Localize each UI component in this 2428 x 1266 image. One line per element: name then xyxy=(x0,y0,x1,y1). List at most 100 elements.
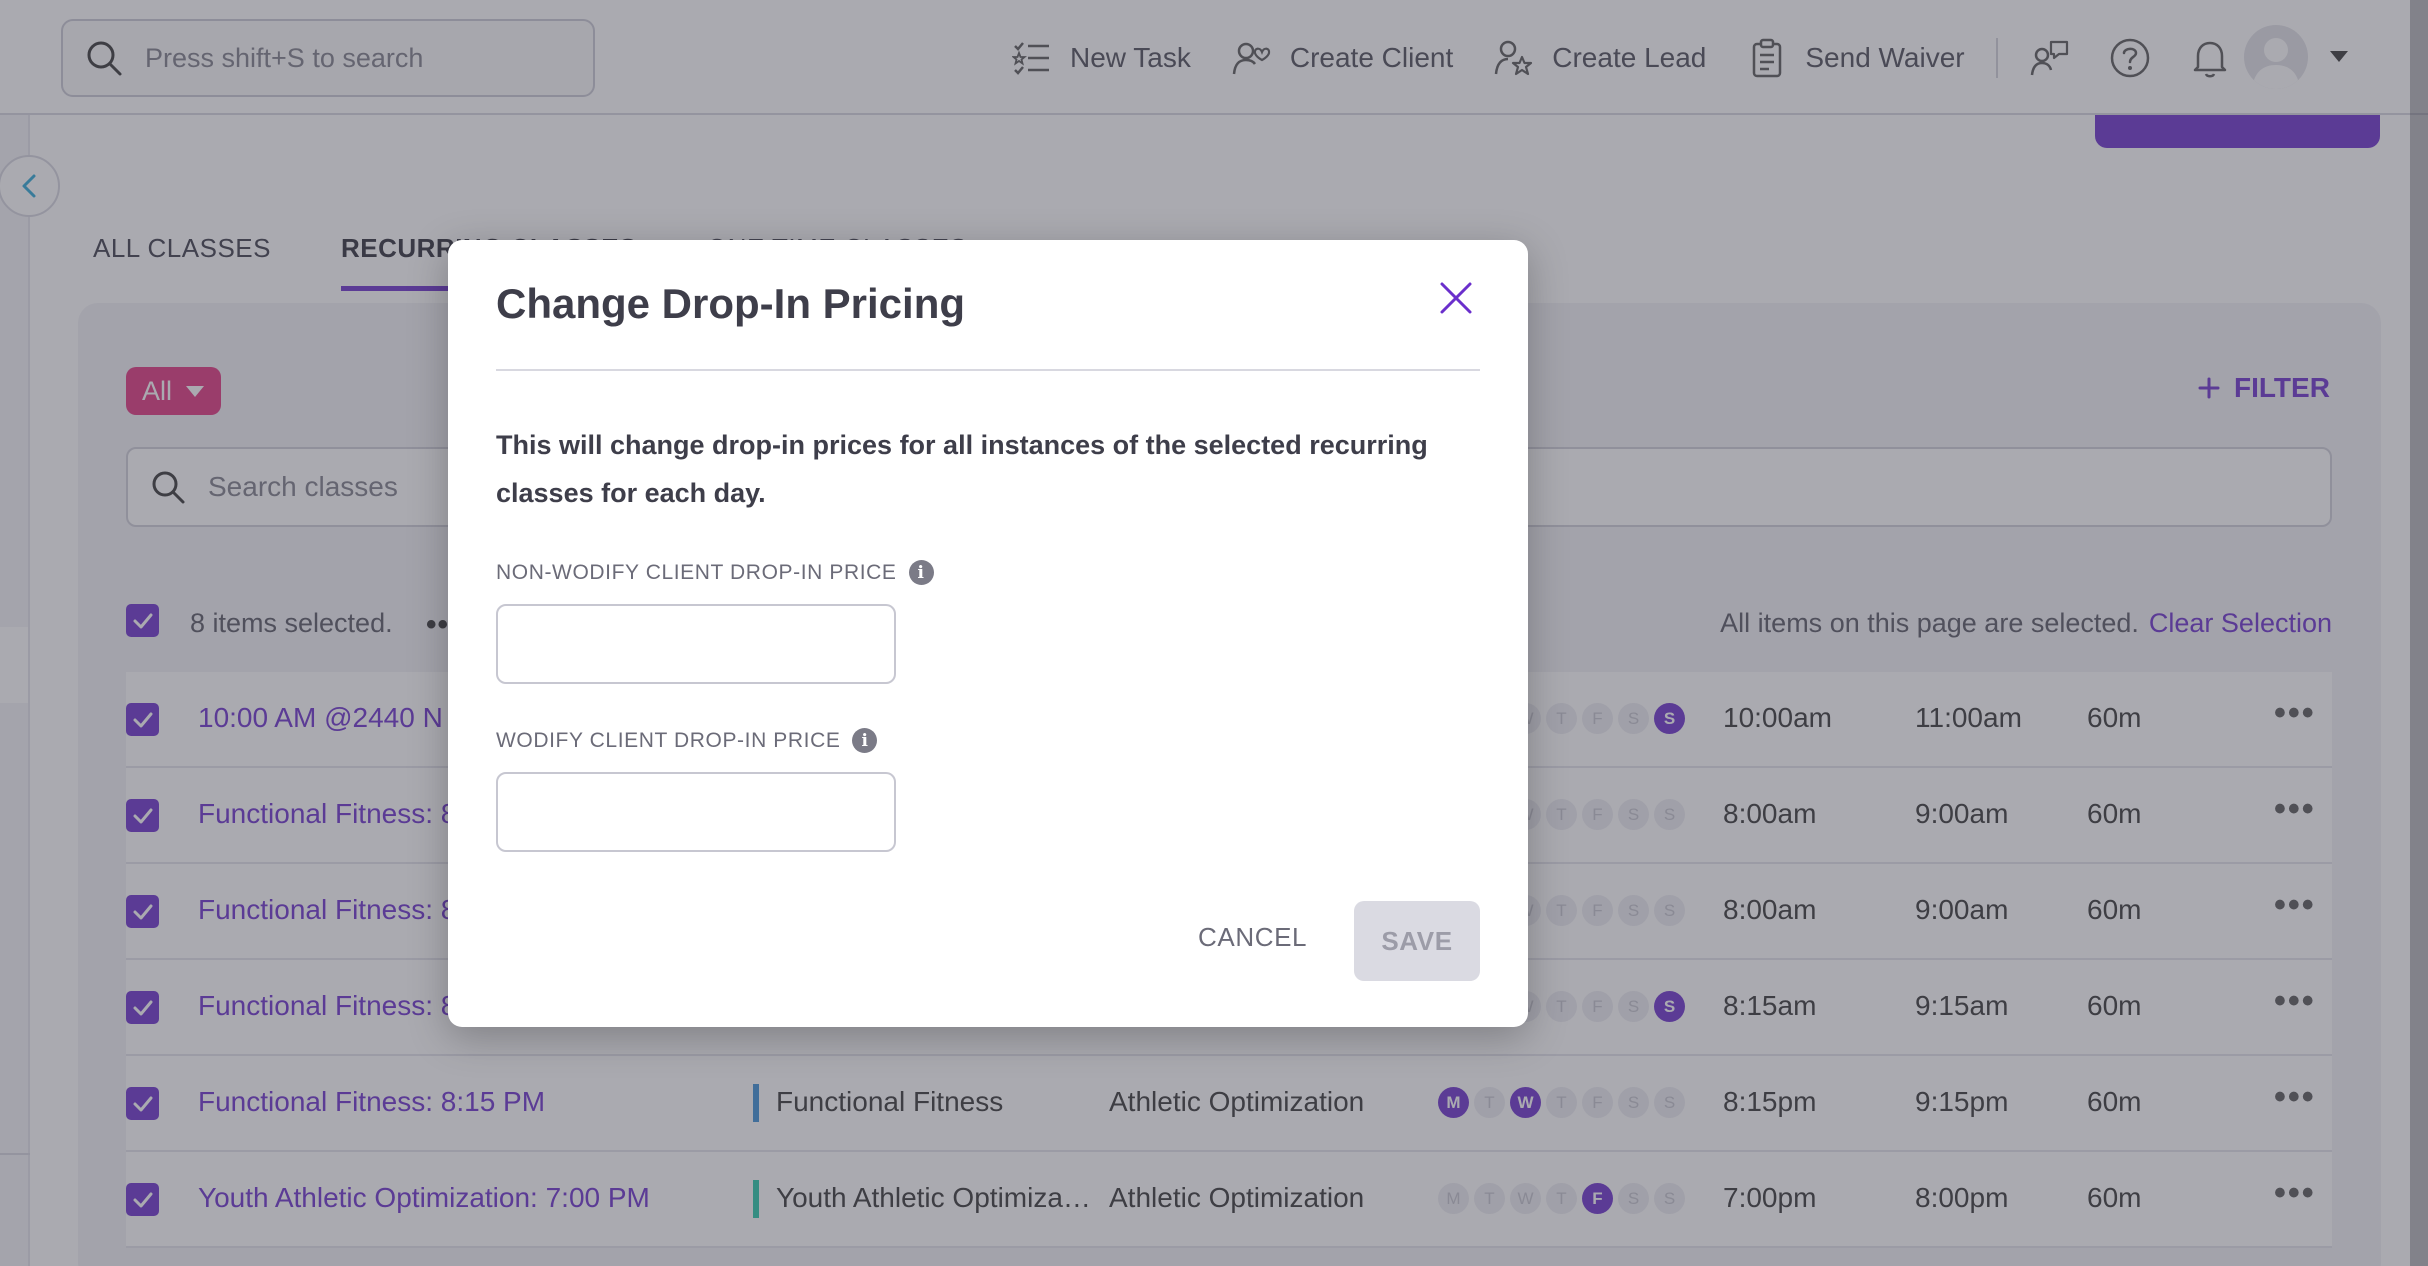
check-icon xyxy=(133,613,152,628)
save-button[interactable]: SAVE xyxy=(1354,901,1480,981)
info-icon[interactable]: i xyxy=(852,728,878,753)
row-more-actions-icon[interactable]: ••• xyxy=(2274,1174,2316,1212)
close-button[interactable] xyxy=(1434,276,1478,320)
weekday-badge: S xyxy=(1654,1183,1685,1214)
dialog-divider xyxy=(496,369,1480,371)
check-icon xyxy=(133,712,152,727)
row-checkbox[interactable] xyxy=(126,1087,159,1120)
row-checkbox[interactable] xyxy=(126,703,159,736)
duration: 60m xyxy=(2087,702,2142,733)
weekday-badge: T xyxy=(1546,991,1577,1022)
row-more-actions-icon[interactable]: ••• xyxy=(2274,982,2316,1020)
chevron-left-icon xyxy=(22,174,36,198)
user-avatar-icon xyxy=(2252,38,2300,89)
global-search-input[interactable]: Press shift+S to search xyxy=(61,19,595,97)
start-time: 10:00am xyxy=(1723,702,1832,733)
help-icon xyxy=(2110,38,2149,78)
global-search-placeholder: Press shift+S to search xyxy=(145,42,424,73)
table-row[interactable]: Youth Athletic Optimization: 7:00 PM Yout… xyxy=(126,1152,2332,1248)
weekday-badge: S xyxy=(1654,895,1685,926)
class-name-link[interactable]: Functional Fitness: 8:1 xyxy=(198,990,480,1021)
filter-label: FILTER xyxy=(2234,372,2330,403)
chevron-down-icon[interactable] xyxy=(2330,51,2348,62)
class-name-link[interactable]: Functional Fitness: 8:0 xyxy=(198,894,480,925)
row-checkbox[interactable] xyxy=(126,991,159,1024)
weekday-badge: S xyxy=(1618,1183,1649,1214)
search-icon xyxy=(152,471,185,504)
feedback-button[interactable] xyxy=(2028,36,2072,80)
class-name-link[interactable]: 10:00 AM @2440 N Lin xyxy=(198,702,488,733)
end-time: 9:00am xyxy=(1915,798,2009,829)
class-name-link[interactable]: Youth Athletic Optimization: 7:00 PM xyxy=(198,1182,650,1213)
all-selected-text: All items on this page are selected. xyxy=(1720,608,2139,638)
duration: 60m xyxy=(2087,894,2142,925)
new-task-button[interactable]: New Task xyxy=(1012,38,1191,78)
duration: 60m xyxy=(2087,990,2142,1021)
task-list-icon xyxy=(1012,42,1049,75)
program-color-bar xyxy=(753,1180,759,1218)
dialog-description: This will change drop-in prices for all … xyxy=(496,430,1428,508)
duration: 60m xyxy=(2087,798,2142,829)
start-time: 8:15am xyxy=(1723,990,1817,1021)
create-lead-label: Create Lead xyxy=(1552,42,1707,73)
duration: 60m xyxy=(2087,1086,2142,1117)
wodify-price-label-text: WODIFY CLIENT DROP-IN PRICE xyxy=(496,728,841,752)
check-icon xyxy=(133,808,152,823)
info-icon[interactable]: i xyxy=(908,560,934,585)
non-wodify-price-input[interactable] xyxy=(496,604,896,684)
weekday-badge: S xyxy=(1654,703,1685,734)
bell-icon xyxy=(2193,41,2226,78)
weekday-badge: F xyxy=(1582,799,1613,830)
filter-button[interactable]: FILTER xyxy=(2198,372,2330,404)
non-wodify-price-label-text: NON-WODIFY CLIENT DROP-IN PRICE xyxy=(496,560,897,584)
selection-bar: 8 items selected. •• All items on this p… xyxy=(126,604,2332,644)
search-icon xyxy=(87,41,122,76)
select-all-checkbox[interactable] xyxy=(126,604,159,637)
wodify-price-input[interactable] xyxy=(496,772,896,852)
help-button[interactable] xyxy=(2108,36,2152,80)
weekday-badge: F xyxy=(1582,1183,1613,1214)
row-more-actions-icon[interactable]: ••• xyxy=(2274,790,2316,828)
weekday-badge: W xyxy=(1510,1087,1541,1118)
lead-star-icon xyxy=(1495,40,1533,76)
topbar-divider xyxy=(1995,38,1998,78)
row-checkbox[interactable] xyxy=(126,895,159,928)
tab-all-classes[interactable]: ALL CLASSES xyxy=(93,233,271,263)
avatar[interactable] xyxy=(2244,25,2308,89)
bulk-actions-menu[interactable]: •• xyxy=(426,608,450,641)
status-filter-label: All xyxy=(142,375,173,406)
left-rail-divider xyxy=(0,1153,30,1155)
weekday-badge: F xyxy=(1582,895,1613,926)
row-more-actions-icon[interactable]: ••• xyxy=(2274,694,2316,732)
create-lead-button[interactable]: Create Lead xyxy=(1494,38,1706,78)
row-more-actions-icon[interactable]: ••• xyxy=(2274,886,2316,924)
send-waiver-button[interactable]: Send Waiver xyxy=(1747,38,1965,78)
notifications-button[interactable] xyxy=(2188,36,2232,80)
check-icon xyxy=(133,1192,152,1207)
row-checkbox[interactable] xyxy=(126,1183,159,1216)
clear-selection-link[interactable]: Clear Selection xyxy=(2148,608,2332,638)
end-time: 8:00pm xyxy=(1915,1182,2009,1213)
weekday-badge: S xyxy=(1618,799,1649,830)
create-client-label: Create Client xyxy=(1289,42,1454,73)
table-row[interactable]: Functional Fitness: 8:15 PM Functional Fi… xyxy=(126,1056,2332,1152)
row-checkbox[interactable] xyxy=(126,799,159,832)
program-color-bar xyxy=(753,1084,759,1122)
change-drop-in-pricing-dialog: Change Drop-In Pricing This will change … xyxy=(448,240,1528,1027)
create-client-button[interactable]: Create Client xyxy=(1232,38,1453,78)
class-name-link[interactable]: Functional Fitness: 8:0 xyxy=(198,798,480,829)
weekday-badge: S xyxy=(1618,703,1649,734)
new-task-label: New Task xyxy=(1070,42,1191,73)
row-more-actions-icon[interactable]: ••• xyxy=(2274,1078,2316,1116)
status-filter-dropdown[interactable]: All xyxy=(126,367,221,415)
close-icon xyxy=(1440,282,1472,314)
collapse-sidebar-button[interactable] xyxy=(0,155,60,217)
category-name: Athletic Optimization xyxy=(1109,1086,1365,1117)
non-wodify-price-label: NON-WODIFY CLIENT DROP-IN PRICE i xyxy=(496,560,934,585)
cancel-button[interactable]: CANCEL xyxy=(1198,922,1308,952)
left-rail-item[interactable] xyxy=(0,627,28,703)
weekday-badge: S xyxy=(1618,895,1649,926)
class-name-link[interactable]: Functional Fitness: 8:15 PM xyxy=(198,1086,546,1117)
